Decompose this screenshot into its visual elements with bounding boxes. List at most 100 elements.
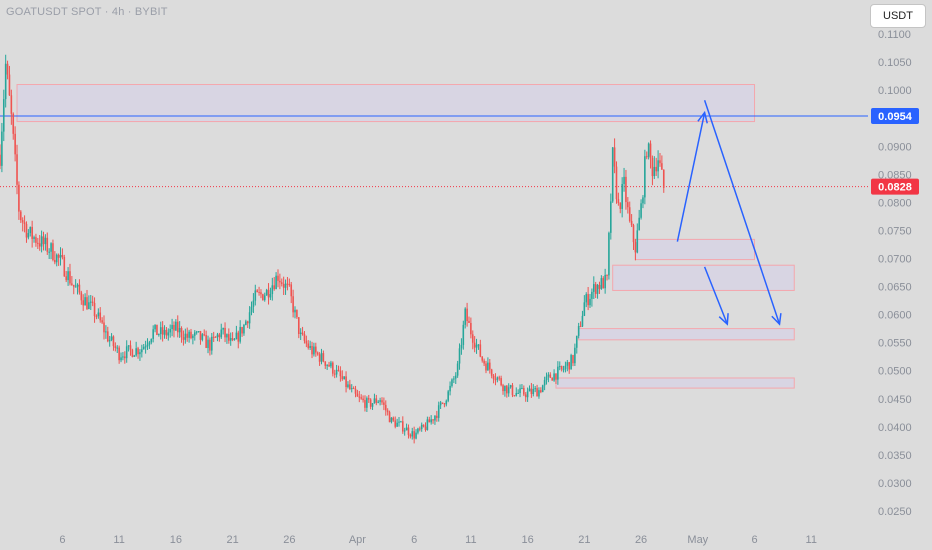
arrow-head-2	[718, 313, 729, 326]
candle-body-74	[139, 352, 141, 355]
candle-body-63	[118, 347, 120, 361]
candle-body-280	[528, 388, 531, 392]
candle-body-346	[653, 166, 656, 177]
zone-0	[16, 84, 756, 123]
candle-body-85	[159, 327, 162, 335]
price-tick-0: 0.1100	[878, 29, 911, 41]
candle-body-82	[154, 324, 156, 330]
candle-body-111	[209, 339, 211, 351]
candle-body-84	[158, 334, 160, 336]
candle-body-42	[78, 284, 81, 293]
candle-body-149	[280, 282, 283, 284]
candle-body-184	[347, 384, 349, 388]
candle-body-10	[18, 184, 20, 212]
candle-body-38	[71, 283, 73, 285]
candle-body-26	[48, 251, 50, 253]
candle-body-196	[369, 399, 372, 407]
candle-body-76	[142, 346, 145, 350]
candle-body-156	[294, 309, 296, 313]
candle-body-28	[52, 243, 54, 260]
candle-body-14	[25, 223, 28, 238]
candle-body-22	[40, 236, 43, 247]
candle-body-319	[602, 278, 605, 289]
candle-body-208	[392, 417, 395, 421]
candle-body-349	[659, 160, 661, 164]
candle-body-237	[447, 391, 449, 401]
candle-body-24	[44, 237, 47, 245]
candle-body-16	[29, 226, 32, 234]
candle-body-300	[566, 362, 569, 366]
candle-body-185	[349, 384, 351, 389]
candle-body-59	[110, 336, 113, 340]
candle-body-58	[108, 339, 111, 342]
candle-body-68	[127, 345, 130, 347]
candle-body-269	[507, 387, 510, 394]
candle-body-259	[488, 362, 491, 370]
candle-body-52	[97, 312, 100, 317]
candle-body-41	[76, 284, 79, 287]
price-tick-5: 0.0850	[878, 169, 912, 181]
candle-body-294	[555, 373, 557, 380]
candle-body-150	[282, 283, 285, 288]
candle-body-136	[256, 290, 258, 292]
candle-body-243	[458, 348, 461, 364]
candle-body-113	[212, 336, 215, 338]
candle-body-47	[88, 302, 90, 310]
candle-body-155	[292, 296, 294, 313]
chart-title: GOATUSDT SPOT · 4h · BYBIT	[6, 6, 168, 18]
candle-body-206	[388, 412, 391, 423]
candle-body-36	[67, 271, 69, 281]
candle-body-83	[156, 324, 158, 336]
candle-body-275	[519, 388, 521, 393]
candle-body-13	[23, 222, 26, 224]
candle-body-265	[500, 378, 502, 386]
candle-body-166	[313, 346, 315, 355]
candle-body-61	[114, 346, 117, 348]
time-tick-10: 26	[635, 534, 647, 546]
price-tick-2: 0.1000	[878, 85, 912, 97]
time-tick-7: 11	[465, 534, 476, 546]
candle-body-270	[509, 385, 512, 388]
candle-body-154	[290, 284, 293, 297]
candle-body-344	[649, 143, 652, 159]
candle-body-139	[262, 294, 264, 301]
price-badges: 0.0954 0.0828	[871, 107, 919, 195]
candle-body-287	[541, 385, 544, 393]
candle-body-322	[608, 232, 610, 276]
candle-body-309	[583, 302, 586, 316]
candle-body-191	[360, 397, 362, 399]
candle-body-171	[322, 353, 325, 362]
candle-body-176	[332, 362, 334, 374]
candle-body-255	[481, 356, 484, 361]
candle-body-128	[241, 327, 243, 334]
candle-body-199	[375, 398, 378, 403]
candle-body-304	[574, 347, 576, 364]
candle-body-153	[288, 284, 291, 286]
price-lines	[0, 115, 868, 188]
currency-button[interactable]: USDT	[870, 4, 926, 28]
candle-body-120	[226, 334, 228, 338]
price-tick-17: 0.0250	[878, 506, 912, 518]
candle-body-329	[621, 184, 623, 209]
candle-body-46	[86, 297, 88, 310]
price-axis[interactable]: 0.11000.10500.10000.09500.09000.08500.08…	[878, 29, 912, 518]
candle-body-201	[379, 400, 381, 402]
candle-body-222	[419, 428, 421, 430]
candle-body-315	[594, 284, 597, 294]
candle-body-62	[116, 347, 119, 349]
candle-body-97	[182, 337, 185, 340]
candle-body-37	[69, 271, 71, 284]
candle-body-195	[367, 398, 370, 400]
candle-body-48	[89, 301, 92, 303]
candle-body-328	[619, 203, 622, 209]
candle-body-279	[526, 391, 529, 398]
candle-body-187	[352, 388, 355, 390]
time-axis[interactable]: 6 11 16 21 26 Apr 6 11 16 21 26 May 6 11	[59, 534, 817, 546]
candle-body-64	[120, 357, 122, 361]
candle-body-217	[409, 434, 412, 437]
candle-body-214	[403, 430, 406, 432]
candle-body-242	[456, 363, 459, 376]
zone-3	[578, 328, 795, 341]
candle-body-7	[12, 113, 15, 134]
